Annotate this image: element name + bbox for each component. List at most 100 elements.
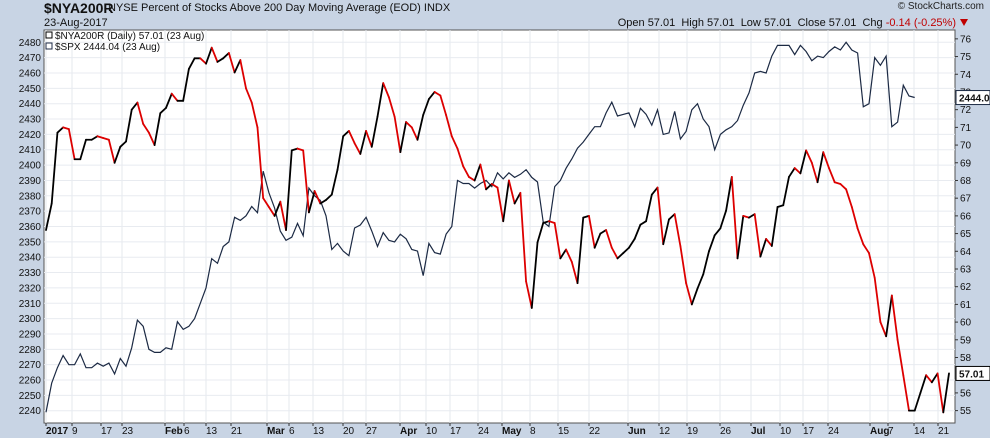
left-axis-label: 2290 — [19, 329, 42, 340]
nya200r-segment — [416, 114, 425, 141]
right-axis-label: 68 — [960, 176, 972, 187]
x-tick-label: Feb — [165, 426, 183, 437]
nya200r-segment — [353, 142, 362, 155]
nya200r-segment — [302, 149, 310, 214]
legend-swatch-nya200r — [45, 31, 53, 39]
nya200r-segment — [107, 138, 116, 164]
nya200r-segment — [833, 181, 842, 185]
nya200r-segment — [485, 183, 493, 191]
left-axis-label: 2360 — [19, 222, 42, 233]
nya200r-segment — [890, 294, 899, 341]
nya200r-segment — [593, 232, 602, 249]
left-axis-label: 2340 — [19, 253, 42, 264]
nya200r-segment — [565, 248, 573, 263]
left-axis-label: 2430 — [19, 115, 42, 126]
x-tick-label: 14 — [914, 426, 926, 437]
x-tick-label: 10 — [426, 426, 438, 437]
nya200r-segment — [770, 206, 779, 247]
nya200r-segment — [513, 191, 522, 205]
right-axis-label: 72 — [960, 105, 972, 116]
nya200r-segment — [445, 114, 453, 138]
nya200r-segment — [393, 115, 402, 154]
nya200r-segment — [96, 135, 105, 139]
open-label: Open — [617, 17, 645, 29]
nya200r-segment — [765, 237, 773, 247]
nya200r-segment — [439, 94, 447, 116]
nya200r-segment — [502, 179, 510, 223]
right-axis-label: 67 — [960, 194, 972, 205]
nya200r-segment — [742, 214, 750, 219]
open-value: 57.01 — [647, 17, 676, 29]
nya200r-segment — [810, 161, 819, 184]
right-axis-label: 61 — [960, 300, 972, 311]
x-tick-label: 21 — [938, 426, 950, 437]
nya200r-segment — [576, 216, 585, 285]
x-tick-label: 8 — [530, 426, 536, 437]
nya200r-segment — [856, 227, 865, 246]
nya200r-segment — [405, 121, 413, 129]
nya200r-segment — [879, 321, 888, 338]
nya200r-segment — [713, 227, 722, 237]
x-tick-label: 23 — [122, 426, 134, 437]
right-axis-label: 62 — [960, 282, 972, 293]
high-value: 57.01 — [707, 17, 735, 29]
left-axis-label: 2300 — [19, 314, 42, 325]
nya200r-segment — [359, 130, 367, 155]
x-tick-label: 7 — [888, 426, 894, 437]
legend-nya200r: $NYA200R (Daily) 57.01 (23 Aug) — [55, 31, 204, 42]
nya200r-segment — [136, 101, 145, 125]
nya200r-segment — [690, 287, 699, 306]
chart-description: NYSE Percent of Stocks Above 200 Day Mov… — [108, 2, 450, 14]
nya200r-segment — [650, 186, 659, 196]
nya200r-segment — [67, 128, 76, 161]
nya200r-segment — [296, 147, 305, 152]
ohlc-summary: Open 57.01 High 57.01 Low 57.01 Close 57… — [618, 17, 956, 29]
nya200r-segment — [622, 246, 630, 254]
left-axis-label: 2270 — [19, 360, 42, 371]
left-axis-label: 2320 — [19, 283, 42, 294]
x-tick-label: May — [502, 426, 522, 437]
nya200r-segment — [776, 204, 785, 208]
nya200r-last-value: 57.01 — [959, 369, 984, 380]
legend-spx: $SPX 2444.04 (23 Aug) — [55, 42, 160, 53]
nya200r-segment — [279, 200, 287, 231]
nya200r-segment — [90, 135, 99, 141]
x-tick-label: 17 — [101, 426, 113, 437]
nya200r-segment — [628, 237, 636, 249]
nya200r-segment — [708, 234, 716, 253]
nya200r-segment — [62, 126, 70, 131]
nya200r-segment — [805, 149, 813, 164]
nya200r-segment — [730, 176, 739, 260]
nya200r-segment — [456, 147, 465, 168]
nya200r-segment — [599, 229, 607, 235]
nya200r-segment — [490, 183, 499, 189]
nya200r-segment — [365, 130, 373, 148]
x-tick-label: 15 — [558, 426, 570, 437]
nya200r-segment — [530, 241, 539, 309]
nya200r-segment — [536, 222, 545, 244]
left-axis-label: 2470 — [19, 53, 42, 64]
nya200r-segment — [267, 206, 276, 217]
left-axis-label: 2330 — [19, 268, 42, 279]
nya200r-segment — [370, 115, 379, 148]
nya200r-segment — [942, 372, 950, 414]
x-tick-label: 17 — [450, 426, 462, 437]
right-axis-label: 58 — [960, 353, 972, 364]
nya200r-segment — [119, 140, 127, 148]
nya200r-segment — [256, 126, 265, 200]
x-tick-label: 19 — [687, 426, 699, 437]
nya200r-segment — [428, 91, 436, 100]
nya200r-segment — [868, 252, 876, 279]
nya200r-segment — [845, 188, 853, 208]
nya200r-segment — [570, 261, 579, 285]
left-axis-label: 2380 — [19, 191, 42, 202]
copyright-link[interactable]: © StockCharts.com — [897, 1, 984, 12]
nya200r-segment — [582, 214, 590, 219]
right-axis-label: 70 — [960, 141, 972, 152]
close-value: 57.01 — [828, 17, 857, 29]
exchange-text: INDX — [423, 2, 451, 14]
nya200r-segment — [885, 294, 893, 338]
nya200r-segment — [696, 273, 705, 290]
nya200r-segment — [479, 163, 487, 191]
